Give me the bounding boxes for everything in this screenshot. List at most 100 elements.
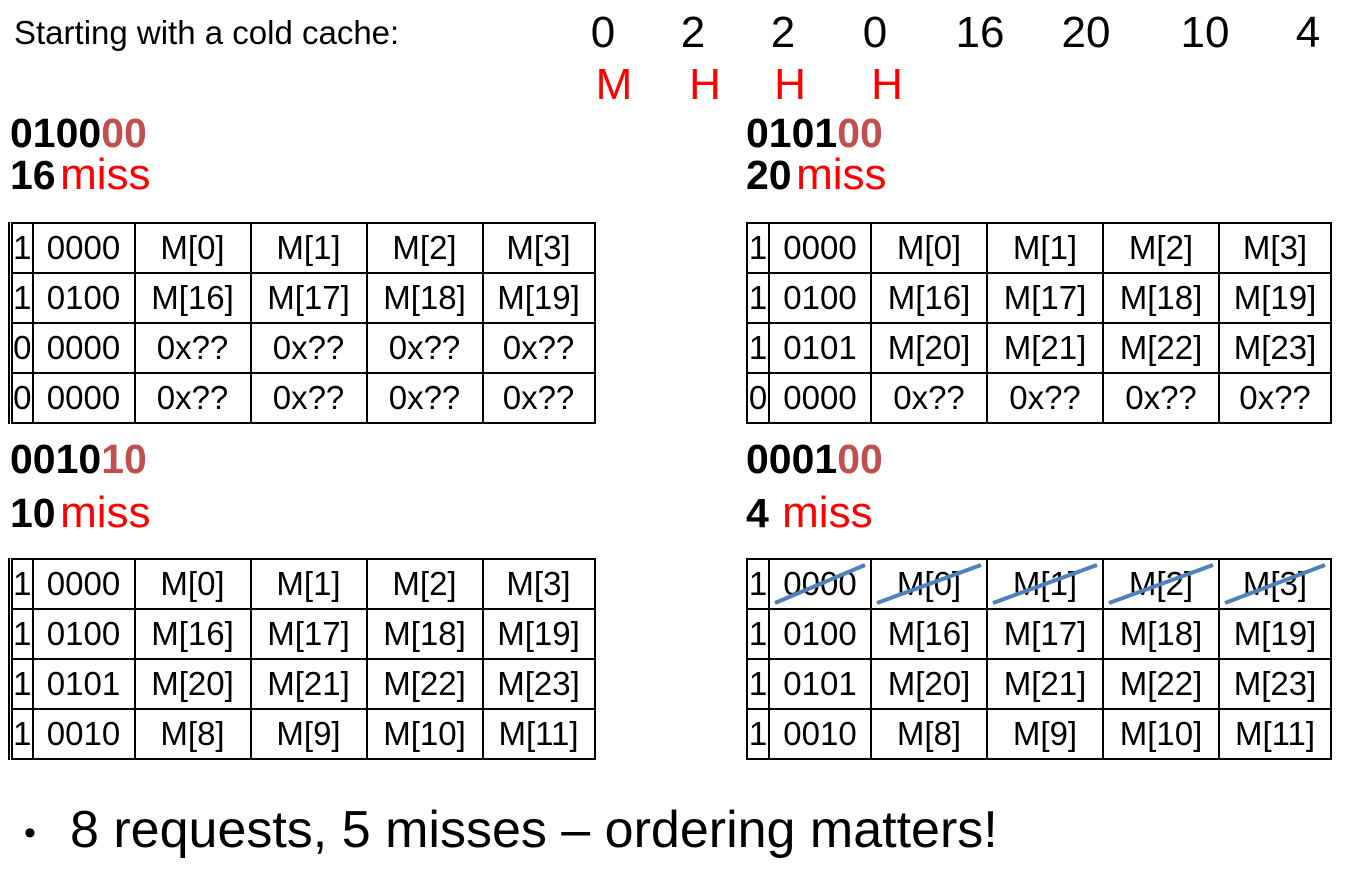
block-word-cell: M[18]: [365, 272, 484, 324]
block-word-cell: M[23]: [1218, 658, 1332, 710]
cache-line: 1 0010 M[8] M[9] M[10] M[11]: [8, 708, 596, 760]
cache-line: 1 0000 M[0] M[1] M[2] M[3]: [8, 222, 596, 274]
cache-line: 1 0000 M[0] M[1] M[2] M[3]: [746, 558, 1332, 610]
result-item: H: [689, 60, 721, 109]
miss-label: miss: [60, 488, 151, 537]
valid-bit-cell: 1: [746, 608, 770, 660]
block-word-cell: M[22]: [1102, 322, 1220, 374]
address-bits: 010000: [10, 110, 147, 156]
address-bits: 001010: [10, 436, 147, 482]
cache-table: 1 0000 M[0] M[1] M[2] M[3] 1 0100 M[16] M[17] M[18…: [746, 558, 1332, 760]
block-word-cell: M[18]: [365, 608, 484, 660]
tag-cell: 0101: [768, 322, 872, 374]
valid-bit-cell: 1: [8, 708, 34, 760]
block-word-cell: M[21]: [249, 658, 368, 710]
tag-cell: 0100: [31, 608, 136, 660]
cache-line: 1 0101 M[20] M[21] M[22] M[23]: [746, 658, 1332, 710]
block-word-cell: M[21]: [986, 658, 1104, 710]
block-word-cell: M[11]: [1218, 708, 1332, 760]
block-word-cell: M[16]: [870, 608, 988, 660]
valid-bit-cell: 1: [746, 558, 770, 610]
intro-text: Starting with a cold cache:: [14, 14, 400, 51]
cache-line: 1 0100 M[16] M[17] M[18] M[19]: [746, 272, 1332, 324]
cache-line: 1 0000 M[0] M[1] M[2] M[3]: [8, 558, 596, 610]
cache-line: 1 0101 M[20] M[21] M[22] M[23]: [8, 658, 596, 710]
cache-line: 1 0100 M[16] M[17] M[18] M[19]: [746, 608, 1332, 660]
block-word-cell: M[0]: [133, 558, 252, 610]
request-label: 20 miss: [746, 153, 887, 197]
block-word-cell: M[20]: [870, 322, 988, 374]
valid-bit-cell: 1: [8, 608, 34, 660]
valid-bit-cell: 1: [8, 272, 34, 324]
request-label: 4 miss: [746, 490, 873, 536]
cache-line: 1 0101 M[20] M[21] M[22] M[23]: [746, 322, 1332, 374]
sequence-item: 2: [680, 8, 706, 57]
block-word-cell: M[9]: [986, 708, 1104, 760]
tag-cell: 0010: [768, 708, 872, 760]
block-word-cell: 0x??: [481, 322, 596, 374]
block-word-cell: M[0]: [133, 222, 252, 274]
address-bits: 010100: [746, 110, 883, 156]
valid-bit-cell: 1: [8, 222, 34, 274]
request-number: 4: [746, 490, 769, 536]
block-word-cell: M[23]: [481, 658, 596, 710]
cache-table: 1 0000 M[0] M[1] M[2] M[3] 1 0100 M[16] M[17] M[18…: [8, 558, 596, 760]
valid-bit-cell: 0: [8, 372, 34, 424]
cache-line: 1 0010 M[8] M[9] M[10] M[11]: [746, 708, 1332, 760]
miss-label: miss: [60, 150, 151, 199]
sequence-item: 20: [1061, 8, 1111, 57]
cache-line: 0 0000 0x?? 0x?? 0x?? 0x??: [8, 322, 596, 374]
tag-cell: 0100: [768, 608, 872, 660]
valid-bit-cell: 0: [746, 372, 770, 424]
tag-cell: 0000: [768, 222, 872, 274]
block-word-cell: M[16]: [870, 272, 988, 324]
tag-cell: 0101: [768, 658, 872, 710]
tag-cell: 0000: [31, 322, 136, 374]
block-word-cell: M[16]: [133, 608, 252, 660]
sequence-item: 10: [1180, 8, 1230, 57]
valid-bit-cell: 1: [746, 708, 770, 760]
block-word-cell: 0x??: [481, 372, 596, 424]
block-word-cell: M[18]: [1102, 608, 1220, 660]
block-word-cell: M[11]: [481, 708, 596, 760]
sequence-item: 2: [770, 8, 796, 57]
block-word-cell: 0x??: [1102, 372, 1220, 424]
miss-label: miss: [796, 150, 887, 199]
block-word-cell: 0x??: [986, 372, 1104, 424]
block-word-cell: 0x??: [870, 372, 988, 424]
cache-table: 1 0000 M[0] M[1] M[2] M[3] 1 0100 M[16] M[17] M[18…: [8, 222, 596, 424]
block-word-cell: M[18]: [1102, 272, 1220, 324]
block-word-cell: M[10]: [1102, 708, 1220, 760]
request-number: 10: [10, 490, 56, 536]
tag-cell: 0000: [31, 222, 136, 274]
block-word-cell: 0x??: [249, 372, 368, 424]
block-word-cell: M[22]: [365, 658, 484, 710]
block-word-cell: M[19]: [481, 272, 596, 324]
block-word-cell: M[0]: [870, 222, 988, 274]
tag-cell: 0000: [31, 372, 136, 424]
block-word-cell: M[8]: [870, 708, 988, 760]
block-word-cell: 0x??: [133, 322, 252, 374]
block-word-cell: M[2]: [1102, 558, 1220, 610]
result-item: M: [595, 60, 633, 109]
block-word-cell: M[23]: [1218, 322, 1332, 374]
block-word-cell: M[22]: [1102, 658, 1220, 710]
block-word-cell: 0x??: [249, 322, 368, 374]
request-label: 16 miss: [10, 152, 151, 198]
request-label: 10 miss: [10, 490, 151, 536]
cache-line: 1 0100 M[16] M[17] M[18] M[19]: [8, 608, 596, 660]
request-number: 16: [10, 152, 56, 198]
sequence-item: 0: [862, 8, 888, 57]
block-word-cell: M[17]: [249, 608, 368, 660]
tag-cell: 0101: [31, 658, 136, 710]
address-bits: 000100: [746, 436, 883, 482]
cache-table: 1 0000 M[0] M[1] M[2] M[3] 1 0100 M[16] M[17] M[18…: [746, 222, 1332, 424]
block-word-cell: 0x??: [1218, 372, 1332, 424]
block-word-cell: M[3]: [481, 222, 596, 274]
valid-bit-cell: 1: [8, 658, 34, 710]
tag-cell: 0000: [31, 558, 136, 610]
block-word-cell: M[8]: [133, 708, 252, 760]
sequence-item: 16: [955, 8, 1005, 57]
block-word-cell: M[3]: [481, 558, 596, 610]
block-word-cell: M[19]: [481, 608, 596, 660]
